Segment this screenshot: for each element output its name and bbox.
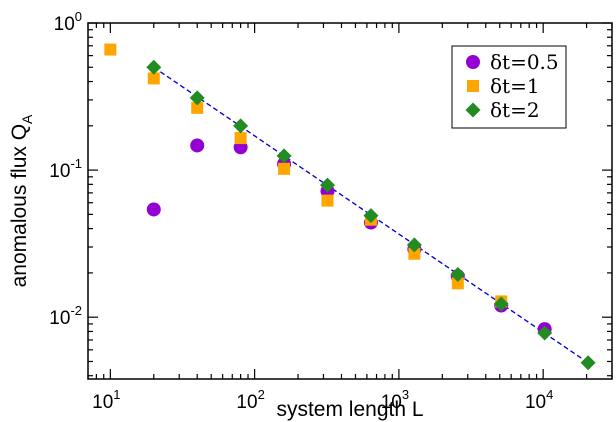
x-tick-label-base: 10 [525,392,546,413]
x-tick-label-exponent: 3 [402,387,409,402]
x-tick-label: 101 [92,387,120,413]
plot-frame [87,22,613,380]
y-tick-label: 100 [54,9,82,35]
data-points-layer [104,43,596,371]
data-point-circle [190,138,205,153]
x-tick-label: 103 [381,387,409,413]
data-point-diamond [319,177,335,193]
data-point-diamond [580,355,596,371]
x-tick-label: 102 [236,387,264,413]
x-tick-label-base: 10 [92,392,113,413]
data-point-square [191,101,204,114]
y-tick-label-base: 10 [49,308,70,329]
x-tick-label: 104 [525,387,553,413]
x-tick-label-base: 10 [381,392,402,413]
data-point-diamond [146,59,162,75]
data-point-diamond [537,325,553,341]
axis-ticks [87,22,613,379]
data-point-square [147,72,160,85]
data-point-square [321,194,334,207]
data-point-square [408,247,421,260]
data-point-diamond [363,208,379,224]
y-axis-label-main: anomalous flux Q [8,124,31,287]
data-point-diamond [233,118,249,134]
legend-marker-square [467,80,479,92]
y-tick-label-exponent: -1 [70,156,82,171]
data-point-circle [146,202,161,217]
x-tick-label-exponent: 1 [113,387,120,402]
y-tick-label-exponent: -2 [70,303,82,318]
data-point-square [278,162,291,175]
x-axis-label: system length L [276,398,423,421]
data-point-square [451,277,464,290]
y-tick-label: 10-2 [49,303,82,329]
series-square [104,43,508,308]
legend-label-circle: δt=0.5 [490,50,559,74]
legend-label-diamond: δt=2 [490,98,540,122]
x-tick-label-exponent: 2 [258,387,265,402]
x-tick-label-exponent: 4 [546,387,553,402]
data-point-diamond [406,237,422,253]
y-tick-label: 10-1 [49,156,82,182]
x-tick-label-base: 10 [236,392,257,413]
data-point-square [234,132,247,145]
legend-marker-diamond [465,102,481,118]
y-tick-label-base: 10 [54,14,75,35]
series-diamond [146,59,596,371]
legend: δt=0.5δt=1δt=2 [451,45,567,129]
data-point-square [104,43,117,56]
y-axis-label: anomalous flux QA [8,114,35,287]
data-point-diamond [493,296,509,312]
data-point-diamond [450,267,466,283]
legend-label-square: δt=1 [490,74,540,98]
legend-marker-circle [466,55,480,69]
y-tick-label-exponent: 0 [75,9,82,24]
data-point-diamond [276,148,292,164]
data-point-diamond [189,90,205,106]
y-axis-label-subscript: A [19,114,35,124]
series-circle [146,138,552,337]
y-tick-label-base: 10 [49,161,70,182]
